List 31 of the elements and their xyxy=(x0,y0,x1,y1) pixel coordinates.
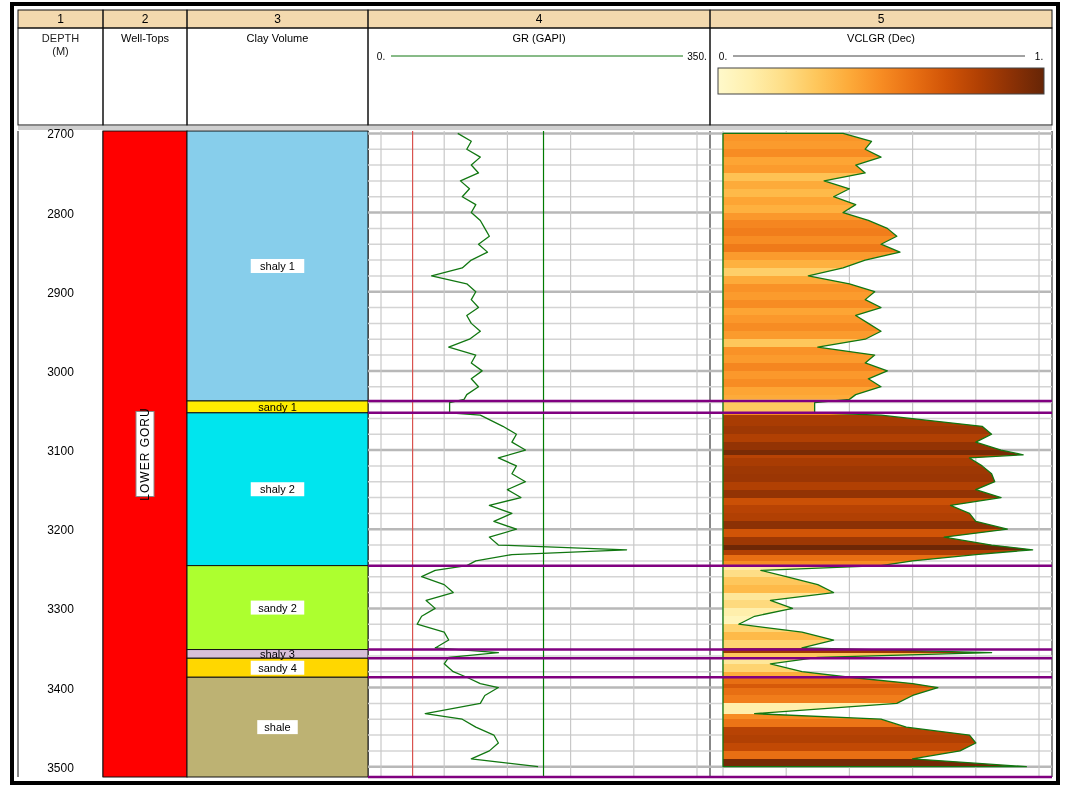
text: 3 xyxy=(274,12,282,26)
series-label: shaly 3 xyxy=(260,647,295,660)
chart-title: 4 xyxy=(535,12,543,26)
x-axis-title: GR (GAPI) xyxy=(512,32,566,44)
x-axis-title: VCLGR (Dec) xyxy=(847,32,915,44)
series-label: sandy 2 xyxy=(258,601,297,614)
y-tick-label: 3000 xyxy=(47,364,75,379)
text: 1 xyxy=(57,12,65,26)
x-tick-label: Clay Volume xyxy=(246,32,309,44)
text: 2 xyxy=(141,12,149,26)
x-tick-label: 0. xyxy=(376,51,386,62)
chart-title: 5 xyxy=(877,12,885,26)
series-label: shale xyxy=(264,721,291,734)
y-tick-label: 2700 xyxy=(47,127,75,142)
series-label: shaly 1 xyxy=(260,259,295,272)
series-label: sandy 1 xyxy=(258,400,297,413)
x-tick-label: 350. xyxy=(687,51,707,62)
y-tick-label: 2800 xyxy=(47,206,75,221)
x-tick-label: 0. xyxy=(718,51,728,62)
y-tick-label: 3300 xyxy=(47,602,75,617)
x-tick-label: Well-Tops xyxy=(120,32,170,44)
y-axis-title: DEPTH (M) xyxy=(41,32,80,57)
y-tick-label: 3200 xyxy=(47,523,75,538)
y-tick-label: 3400 xyxy=(47,681,75,696)
series-label: shaly 2 xyxy=(260,483,295,496)
series-label: LOWER GORU xyxy=(138,407,152,501)
x-tick-label: 1. xyxy=(1034,51,1044,62)
series-label: sandy 4 xyxy=(258,661,297,674)
y-tick-label: 3500 xyxy=(47,760,75,775)
y-tick-label: 3100 xyxy=(47,444,75,459)
y-tick-label: 2900 xyxy=(47,285,75,300)
